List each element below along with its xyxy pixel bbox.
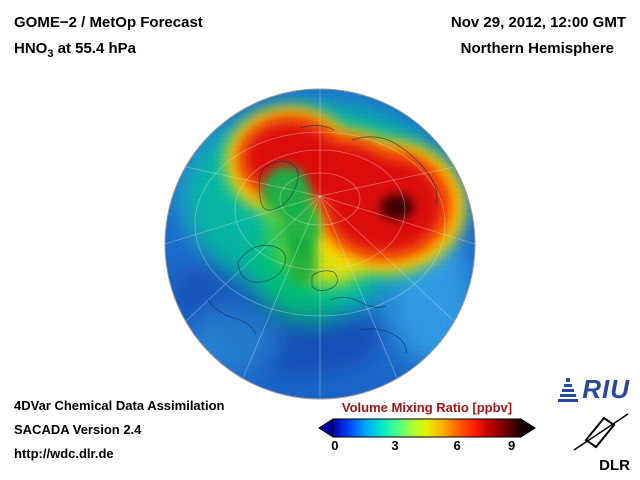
colorbar-title: Volume Mixing Ratio [ppbv]	[341, 400, 513, 415]
colorbar-gradient-bar	[318, 418, 536, 438]
coastlines	[207, 125, 438, 355]
header-title-block: GOME−2 / MetOp Forecast HNO3 at 55.4 hPa	[14, 10, 203, 67]
dlr-logo: DLR	[568, 410, 630, 474]
dlr-logo-text: DLR	[599, 457, 630, 474]
colorbar-tick: 9	[507, 438, 516, 453]
colorbar-tick: 6	[453, 438, 461, 453]
riu-logo-icon	[558, 377, 579, 402]
colorbar-right-arrow	[520, 418, 536, 438]
colorbar-tick: 0	[331, 438, 339, 453]
species-level-label: HNO3 at 55.4 hPa	[14, 40, 137, 60]
hemisphere-label: Northern Hemisphere	[460, 40, 614, 57]
colorbar-tick: 3	[391, 438, 399, 453]
colorbar: Volume Mixing Ratio [ppbv] 0 3 6 9	[318, 400, 536, 453]
riu-logo-text: RIU	[582, 374, 630, 404]
page-title: GOME−2 / MetOp Forecast	[14, 14, 203, 31]
datetime-label: Nov 29, 2012, 12:00 GMT	[450, 14, 626, 31]
credit-assimilation: 4DVar Chemical Data Assimilation	[14, 398, 225, 413]
credit-version: SACADA Version 2.4	[14, 422, 142, 437]
colorbar-ticks: 0 3 6 9	[331, 438, 521, 454]
header-datetime-block: Nov 29, 2012, 12:00 GMT Northern Hemisph…	[451, 10, 626, 62]
credit-url: http://wdc.dlr.de	[14, 446, 114, 461]
riu-logo: RIU	[558, 374, 630, 405]
colorbar-left-arrow	[318, 418, 334, 438]
dlr-logo-icon	[573, 413, 629, 451]
